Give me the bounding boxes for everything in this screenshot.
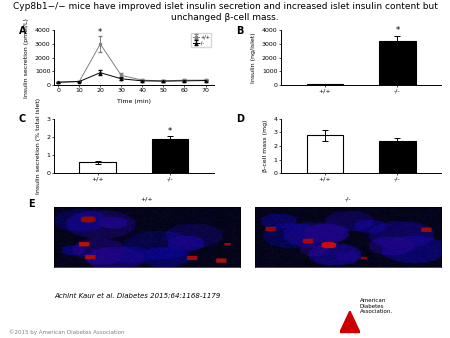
Bar: [306, 84, 343, 85]
Polygon shape: [340, 311, 360, 333]
Y-axis label: Insulin secretion (% total islet): Insulin secretion (% total islet): [36, 98, 41, 194]
Legend: +/+, -/-: +/+, -/-: [191, 33, 212, 47]
Bar: [152, 139, 189, 173]
Bar: [379, 41, 415, 85]
Y-axis label: β-cell mass (mg): β-cell mass (mg): [263, 120, 268, 172]
Text: A: A: [19, 26, 26, 36]
Text: Achint Kaur et al. Diabetes 2015;64:1168-1179: Achint Kaur et al. Diabetes 2015;64:1168…: [54, 292, 220, 298]
Text: Cyp8b1−/− mice have improved islet insulin secretion and increased islet insulin: Cyp8b1−/− mice have improved islet insul…: [13, 2, 437, 11]
Text: +/+: +/+: [141, 196, 153, 201]
Bar: [379, 141, 415, 173]
Text: *: *: [395, 26, 400, 35]
X-axis label: Time (min): Time (min): [117, 99, 151, 104]
Text: *: *: [98, 28, 103, 37]
Text: B: B: [236, 26, 244, 36]
Y-axis label: Insulin secretion (pmol/L): Insulin secretion (pmol/L): [24, 18, 29, 98]
Text: unchanged β-cell mass.: unchanged β-cell mass.: [171, 13, 279, 22]
Text: E: E: [28, 199, 35, 209]
Text: C: C: [19, 114, 26, 124]
Bar: [306, 135, 343, 173]
Text: American
Diabetes
Association.: American Diabetes Association.: [360, 298, 393, 314]
Bar: [80, 162, 116, 173]
Text: *: *: [168, 127, 172, 136]
Text: -/-: -/-: [345, 196, 351, 201]
Text: ©2015 by American Diabetes Association: ©2015 by American Diabetes Association: [9, 329, 125, 335]
Text: D: D: [236, 114, 244, 124]
Y-axis label: Insulin (ng/islet): Insulin (ng/islet): [252, 32, 256, 83]
